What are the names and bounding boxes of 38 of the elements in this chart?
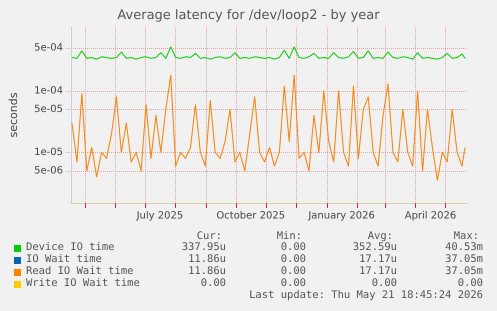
y-axis-title: seconds [7,92,20,138]
x-tick-label: April 2026 [404,210,456,222]
text: Min: [276,230,302,242]
text: 0.00 [372,277,397,289]
x-tick-label: October 2025 [216,210,286,222]
text: 11.86u [188,253,226,265]
text: 40.53m [445,241,483,253]
text: 0.00 [280,253,306,265]
legend-label: Read IO Wait time [26,265,134,277]
text: Avg: [368,230,393,242]
y-tick-label: 5e-04 [34,42,63,54]
y-tick-label: 5e-06 [34,165,63,176]
line-series [71,46,466,60]
text: 352.59u [352,241,397,253]
y-tick-label: 1e-05 [34,146,63,158]
line-series [71,74,466,181]
legend-label: Write IO Wait time [26,277,140,289]
text: 0.00 [280,265,306,277]
text: 337.95u [182,241,226,253]
x-tick-label: July 2025 [136,210,184,222]
y-tick-label: 5e-05 [34,104,63,115]
legend-label: Device IO time [26,241,115,253]
text: 0.00 [280,277,306,289]
y-tick-label: 1e-04 [34,85,63,96]
text: Max: [454,230,479,242]
text: 11.86u [188,265,226,277]
text: 37.05m [445,265,483,277]
text: Cur: [196,230,222,242]
x-tick-label: January 2026 [307,210,375,222]
legend-label: IO Wait time [26,253,102,265]
text: 17.17u [359,265,397,277]
text: Last update: Thu May 21 18:45:24 2026 [249,289,483,301]
chart-title: Average latency for /dev/loop2 - by year [117,8,380,23]
text: 17.17u [359,253,397,265]
text: 0.00 [458,277,483,289]
text: 37.05m [445,253,483,265]
text: 0.00 [200,277,226,289]
text: 0.00 [280,241,306,253]
